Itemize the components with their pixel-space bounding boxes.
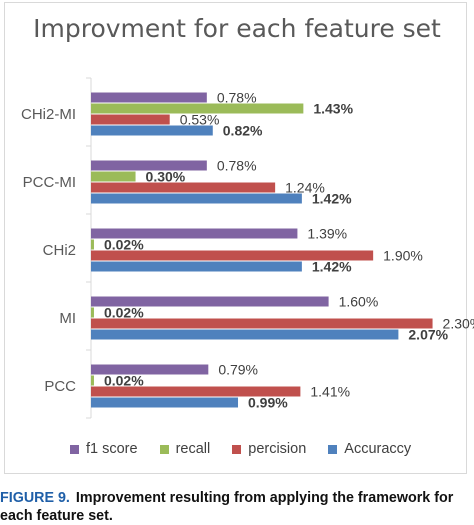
data-label: 0.99% (248, 395, 288, 411)
legend-item: recall (159, 441, 211, 457)
data-label: 2.07% (408, 327, 448, 343)
bar-recall (91, 103, 304, 114)
data-label: 1.60% (339, 294, 379, 310)
legend-swatch (328, 444, 338, 454)
data-label: 0.79% (218, 362, 258, 378)
category-label: PCC (44, 378, 76, 395)
bar-percision (91, 250, 374, 261)
bar-percision (91, 318, 433, 329)
data-label: 0.02% (104, 237, 144, 253)
bar-accuraccy (91, 329, 399, 340)
data-label: 0.02% (104, 305, 144, 321)
bar-recall (91, 307, 94, 318)
bar-chart: CHi2-MI 0.78% 1.43% 0.53%0.82% PCC-MI 0.78% 0.… (21, 77, 474, 419)
chart-legend: f1 score recall percision Accuraccy (70, 441, 411, 457)
bar-recall (91, 171, 136, 182)
data-label: 1.43% (313, 101, 353, 117)
data-label: 1.42% (312, 191, 352, 207)
bar-accuraccy (91, 193, 302, 204)
figure-label: FIGURE 9. (0, 490, 70, 506)
legend-item: percision (232, 441, 306, 457)
bar-percision (91, 386, 301, 397)
category-label: CHi2 (43, 242, 76, 259)
data-label: 0.78% (217, 90, 257, 106)
legend-item: f1 score (70, 441, 138, 457)
data-label: 0.02% (104, 373, 144, 389)
figure-caption: FIGURE 9. Improvement resulting from appl… (0, 489, 474, 525)
bar-f1-score (91, 160, 207, 171)
bar-percision (91, 182, 276, 193)
bar-accuraccy (91, 261, 302, 272)
data-label: 0.82% (223, 123, 263, 139)
legend-label: Accuraccy (344, 441, 412, 457)
bar-f1-score (91, 228, 298, 239)
bar-f1-score (91, 364, 209, 375)
category-label: MI (59, 310, 76, 327)
bar-percision (91, 114, 170, 125)
legend-swatch (159, 444, 169, 454)
chart-title: Improvment for each feature set (33, 14, 441, 43)
legend-item: Accuraccy (328, 441, 411, 457)
legend-label: percision (248, 441, 307, 457)
bar-f1-score (91, 296, 329, 307)
data-label: 0.78% (217, 158, 257, 174)
data-label: 0.53% (180, 112, 220, 128)
data-label: 2.30% (443, 316, 474, 332)
data-label: 0.30% (146, 169, 186, 185)
legend-label: f1 score (86, 441, 138, 457)
data-label: 1.42% (312, 259, 352, 275)
legend-label: recall (175, 441, 211, 457)
bar-accuraccy (91, 125, 213, 136)
data-label: 1.41% (310, 384, 350, 400)
legend-swatch (232, 444, 242, 454)
bar-recall (91, 375, 94, 386)
data-label: 1.24% (285, 180, 325, 196)
category-label: PCC-MI (23, 174, 76, 191)
data-label: 1.39% (307, 226, 347, 242)
caption-text: Improvement resulting from applying the … (0, 490, 454, 524)
legend-swatch (70, 444, 79, 454)
bar-recall (91, 239, 94, 250)
bar-accuraccy (91, 397, 239, 408)
bar-f1-score (91, 92, 207, 103)
category-label: CHi2-MI (21, 106, 76, 123)
data-label: 1.90% (383, 248, 423, 264)
